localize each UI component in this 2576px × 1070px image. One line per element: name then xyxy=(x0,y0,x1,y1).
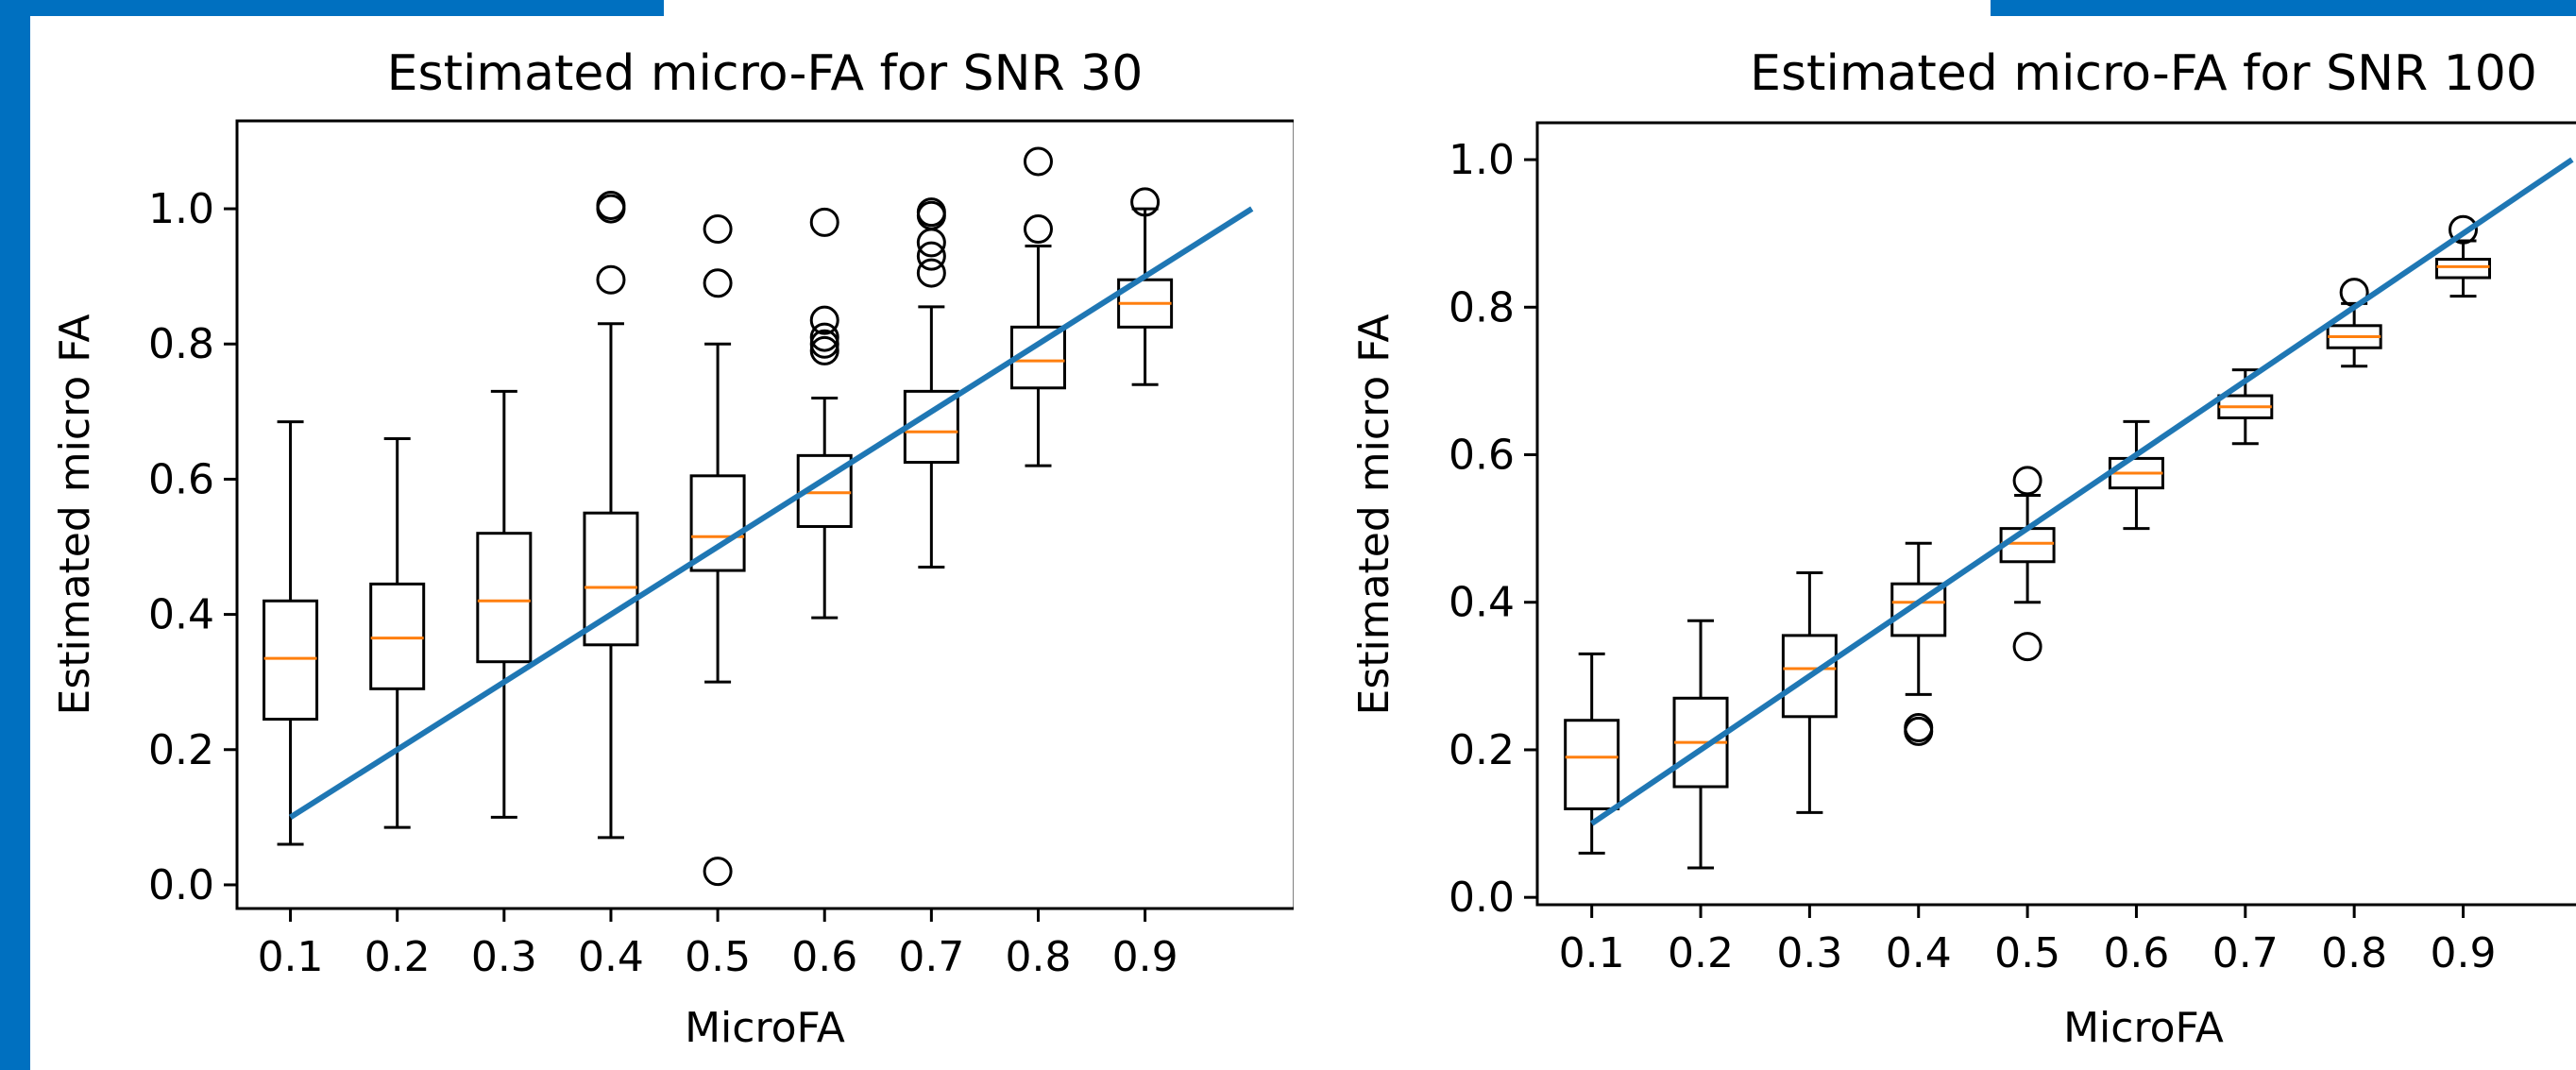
outlier-point xyxy=(809,207,839,237)
y-tick-label: 0.8 xyxy=(1449,283,1515,331)
iqr-box xyxy=(689,474,746,572)
x-tick-label: 0.6 xyxy=(791,933,857,981)
x-tick-label: 0.5 xyxy=(685,933,751,981)
y-axis-label: Estimated micro FA xyxy=(1350,314,1398,716)
outlier-point xyxy=(2449,214,2479,245)
box-0.4 xyxy=(1890,541,1947,746)
x-tick-label: 0.5 xyxy=(1994,929,2060,977)
box-0.5 xyxy=(689,214,746,887)
box-0.6 xyxy=(2108,419,2164,531)
iqr-box xyxy=(476,532,533,664)
x-tick-label: 0.8 xyxy=(2321,929,2387,977)
y-tick-label: 0.6 xyxy=(1449,432,1515,480)
outlier-point xyxy=(916,228,946,258)
box-0.7 xyxy=(2217,368,2274,446)
x-tick-label: 0.3 xyxy=(1776,929,1842,977)
x-tick-label: 0.2 xyxy=(364,933,431,981)
frame-bar-left xyxy=(0,0,30,1070)
frame-bar-top-right xyxy=(1991,0,2576,16)
y-tick-label: 0.0 xyxy=(148,861,214,909)
chart-snr-30: Estimated micro-FA for SNR 30 MicroFA Esti… xyxy=(51,45,1294,1052)
outlier-point xyxy=(703,857,733,887)
x-tick-label: 0.3 xyxy=(471,933,537,981)
outlier-point xyxy=(809,322,839,352)
outlier-point xyxy=(2012,466,2042,496)
box-0.7 xyxy=(903,197,959,569)
chart-title: Estimated micro-FA for SNR 30 xyxy=(387,45,1144,102)
y-tick-label: 0.2 xyxy=(148,726,214,774)
iqr-box xyxy=(2435,258,2492,280)
box-0.1 xyxy=(263,420,319,846)
outlier-point xyxy=(916,241,946,271)
box-0.3 xyxy=(476,389,533,819)
chart-snr-100: Estimated micro-FA for SNR 100 MicroFA Est… xyxy=(1350,45,2576,1052)
iqr-box xyxy=(1564,719,1620,810)
outlier-point xyxy=(916,258,946,288)
x-axis-label: MicroFA xyxy=(2063,1004,2224,1052)
outlier-point xyxy=(1023,146,1053,177)
outlier-point xyxy=(1023,214,1053,245)
frame-bar-top-left xyxy=(0,0,664,16)
x-tick-label: 0.9 xyxy=(1112,933,1178,981)
box-0.2 xyxy=(369,436,426,829)
box-0.3 xyxy=(1781,570,1838,814)
box-0.5 xyxy=(1999,466,2056,662)
chart-title: Estimated micro-FA for SNR 100 xyxy=(1750,45,2537,102)
box-0.1 xyxy=(1564,652,1620,855)
x-tick-label: 0.4 xyxy=(578,933,644,981)
outlier-point xyxy=(2012,632,2042,662)
outlier-point xyxy=(1904,716,1934,746)
y-tick-label: 0.4 xyxy=(148,591,214,639)
x-tick-label: 0.7 xyxy=(2212,929,2279,977)
outlier-point xyxy=(703,214,733,245)
outlier-point xyxy=(809,329,839,359)
outlier-point xyxy=(596,264,626,295)
x-tick-label: 0.6 xyxy=(2103,929,2169,977)
box-0.9 xyxy=(2435,214,2492,298)
y-tick-label: 0.4 xyxy=(1449,579,1515,627)
plot-area-frame xyxy=(235,119,1294,910)
iqr-box xyxy=(796,453,853,529)
x-tick-label: 0.8 xyxy=(1005,933,1071,981)
outlier-point xyxy=(1130,187,1161,217)
x-tick-label: 0.9 xyxy=(2431,929,2497,977)
y-tick-label: 1.0 xyxy=(148,185,214,233)
plot-area-frame xyxy=(1535,121,2576,907)
y-tick-label: 0.8 xyxy=(148,320,214,368)
outlier-point xyxy=(809,305,839,335)
x-axis-label: MicroFA xyxy=(685,1004,845,1052)
x-tick-label: 0.2 xyxy=(1668,929,1734,977)
x-tick-label: 0.1 xyxy=(1559,929,1625,977)
x-tick-label: 0.7 xyxy=(898,933,964,981)
box-0.6 xyxy=(796,207,853,620)
iqr-box xyxy=(583,511,639,647)
y-tick-label: 1.0 xyxy=(1449,136,1515,184)
iqr-box xyxy=(1781,634,1838,719)
y-tick-label: 0.0 xyxy=(1449,874,1515,922)
outlier-point xyxy=(596,190,626,220)
box-0.2 xyxy=(1672,619,1729,870)
box-0.9 xyxy=(1117,187,1174,386)
box-0.4 xyxy=(583,190,639,840)
iqr-box xyxy=(263,599,319,722)
y-axis-label: Estimated micro FA xyxy=(51,314,99,716)
outlier-point xyxy=(703,268,733,298)
identity-reference-line xyxy=(1589,157,2574,826)
identity-reference-line xyxy=(288,206,1254,820)
y-tick-label: 0.6 xyxy=(148,455,214,503)
iqr-box xyxy=(1999,527,2056,564)
iqr-box xyxy=(369,582,426,690)
iqr-box xyxy=(1890,582,1947,637)
y-tick-label: 0.2 xyxy=(1449,726,1515,774)
box-0.8 xyxy=(1009,146,1066,467)
x-tick-label: 0.1 xyxy=(258,933,324,981)
x-tick-label: 0.4 xyxy=(1886,929,1952,977)
outlier-point xyxy=(809,335,839,365)
